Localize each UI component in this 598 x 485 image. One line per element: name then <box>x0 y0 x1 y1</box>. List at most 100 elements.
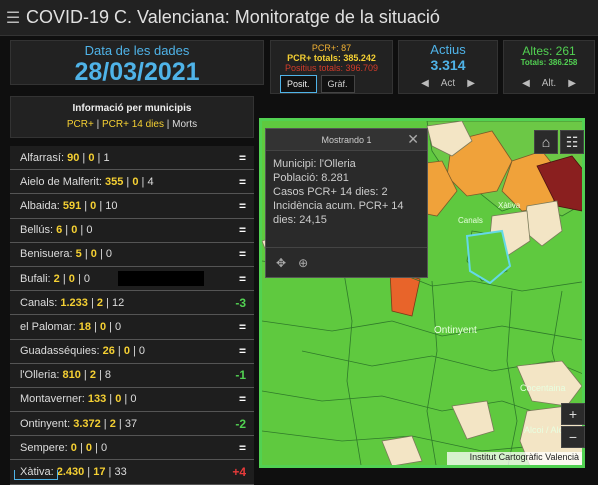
discharges-pager-label: Alt. <box>541 78 557 89</box>
pcr-count: 18 <box>78 320 91 333</box>
pcr14-count: 0 <box>88 151 95 164</box>
deaths-count: 8 <box>104 369 112 382</box>
pcr-daily: PCR+: 87 <box>311 43 352 53</box>
list-item[interactable]: Xàtiva: 2.430 | 17 | 33 +4 <box>10 460 254 485</box>
list-title: Informació per municipis <box>72 103 192 114</box>
municipality-name: Guadasséquies <box>20 345 97 358</box>
map-label-alcoi: Alcoi / Alcoy <box>524 425 573 435</box>
list-item[interactable]: Aielo de Malferit: 355 | 0 | 4 = <box>10 170 254 195</box>
redaction-box <box>118 270 204 286</box>
next-icon[interactable]: ▶ <box>467 78 475 89</box>
popup-line: Casos PCR+ 14 dies: 2 <box>273 186 388 198</box>
pcr14-count: 2 <box>89 369 96 382</box>
zoom-out-button[interactable]: − <box>561 426 585 448</box>
pcr14-count: 2 <box>109 417 116 430</box>
date-panel: Data de les dades 28/03/2021 <box>10 40 264 86</box>
date-value: 28/03/2021 <box>74 58 200 86</box>
trend-indicator: = <box>238 319 246 334</box>
municipality-name: el Palomar <box>20 320 73 333</box>
list-item[interactable]: Montaverner: 133 | 0 | 0 = <box>10 387 254 413</box>
deaths-count: 0 <box>100 441 108 454</box>
pcr14-count: 0 <box>90 199 97 212</box>
filter-pcr14[interactable]: PCR+ 14 dies <box>101 119 164 130</box>
trend-indicator: = <box>238 223 246 238</box>
active-pager-label: Act <box>440 78 456 89</box>
pcr-count: 1.233 <box>60 296 88 309</box>
filter-pcr[interactable]: PCR+ <box>66 119 94 130</box>
trend-indicator: = <box>238 392 246 407</box>
tab-graf[interactable]: Gràf. <box>320 75 355 93</box>
deaths-count: 33 <box>114 466 127 479</box>
map-label-xativa: Xàtiva <box>498 201 521 210</box>
list-item[interactable]: el Palomar: 18 | 0 | 0 = <box>10 315 254 340</box>
municipality-name: Albaida <box>20 199 57 212</box>
filter-morts[interactable]: Morts <box>172 119 198 130</box>
trend-indicator: = <box>238 174 246 189</box>
municipality-name: Aielo de Malferit <box>20 175 99 188</box>
list-item[interactable]: l'Olleria: 810 | 2 | 8 -1 <box>10 363 254 388</box>
legend-list-icon[interactable]: ☷ <box>560 130 584 154</box>
date-label: Data de les dades <box>84 43 190 58</box>
trend-indicator: +4 <box>232 465 246 480</box>
close-icon[interactable]: ✕ <box>407 131 419 147</box>
trend-indicator: -1 <box>235 368 246 383</box>
list-item[interactable]: Albaida: 591 | 0 | 10 = <box>10 194 254 219</box>
deaths-count: 37 <box>124 417 138 430</box>
municipality-name: Canals <box>20 296 55 309</box>
page-title: COVID-19 C. Valenciana: Monitoratge de l… <box>26 7 440 27</box>
list-item[interactable]: Guadasséquies: 26 | 0 | 0 = <box>10 339 254 364</box>
active-cases-panel: Actius 3.314 ◀ Act ▶ <box>398 40 498 94</box>
pcr14-count: 17 <box>93 466 106 479</box>
list-item[interactable]: Benisuera: 5 | 0 | 0 = <box>10 242 254 267</box>
municipality-list: Alfarrasí: 90 | 0 | 1 = Aielo de Malferit:… <box>10 146 254 485</box>
trend-indicator: = <box>238 150 246 165</box>
pcr14-count: 0 <box>99 320 107 333</box>
active-value: 3.314 <box>430 57 466 73</box>
prev-icon[interactable]: ◀ <box>522 78 530 89</box>
list-item[interactable]: Bufali: 2 | 0 | 0 = <box>10 266 254 292</box>
deaths-count: 0 <box>130 393 137 406</box>
list-item[interactable]: Canals: 1.233 | 2 | 12 -3 <box>10 291 254 316</box>
pcr-count: 810 <box>62 369 81 382</box>
zoom-in-button[interactable]: + <box>561 403 585 425</box>
zoom-to-icon[interactable]: ⊕ <box>298 255 309 270</box>
bottom-tab-indicator[interactable] <box>14 470 58 480</box>
map-attribution: Institut Cartogràfic Valencià <box>447 452 582 465</box>
municipality-list-header: Informació per municipis PCR+ | PCR+ 14 … <box>10 96 254 138</box>
menu-icon[interactable]: ☰ <box>5 9 21 27</box>
prev-icon[interactable]: ◀ <box>421 78 429 89</box>
pcr-count: 2.430 <box>56 466 85 479</box>
pcr-count: 6 <box>56 224 63 237</box>
pcr-count: 26 <box>102 345 115 358</box>
pcr14-count: 0 <box>85 441 92 454</box>
trend-indicator: = <box>238 198 246 213</box>
pcr-count: 0 <box>70 441 77 454</box>
discharges-total: Totals: 386.258 <box>520 58 578 67</box>
popup-header: Mostrando 1 ✕ <box>266 129 427 151</box>
municipality-name: Montaverner <box>20 393 82 406</box>
municipality-name: Ontinyent <box>20 417 68 430</box>
pcr14-count: 0 <box>71 224 78 237</box>
home-icon[interactable]: ⌂ <box>534 130 558 154</box>
list-item[interactable]: Sempere: 0 | 0 | 0 = <box>10 436 254 461</box>
deaths-count: 0 <box>105 248 113 261</box>
list-item[interactable]: Alfarrasí: 90 | 0 | 1 = <box>10 146 254 171</box>
discharges-pager: ◀ Alt. ▶ <box>504 78 594 89</box>
deaths-count: 4 <box>147 175 154 188</box>
discharges-label: Altes: 261 <box>522 44 576 58</box>
active-label: Actius <box>430 42 466 57</box>
pcr14-count: 0 <box>68 272 75 285</box>
municipality-name: Benisuera <box>20 248 70 261</box>
discharges-panel: Altes: 261 Totals: 386.258 ◀ Alt. ▶ <box>503 40 595 94</box>
active-pager: ◀ Act ▶ <box>399 78 497 89</box>
trend-indicator: = <box>238 440 246 455</box>
pan-icon[interactable]: ✥ <box>276 255 287 270</box>
list-item[interactable]: Bellús: 6 | 0 | 0 = <box>10 218 254 243</box>
list-item[interactable]: Ontinyent: 3.372 | 2 | 37 -2 <box>10 412 254 437</box>
next-icon[interactable]: ▶ <box>568 78 576 89</box>
tab-posit[interactable]: Posit. <box>280 75 317 93</box>
pcr14-count: 0 <box>115 393 122 406</box>
deaths-count: 12 <box>112 296 125 309</box>
popup-line: Incidència acum. PCR+ 14 dies: 24,15 <box>273 200 404 226</box>
map-label-ontinyent: Ontinyent <box>434 325 477 336</box>
